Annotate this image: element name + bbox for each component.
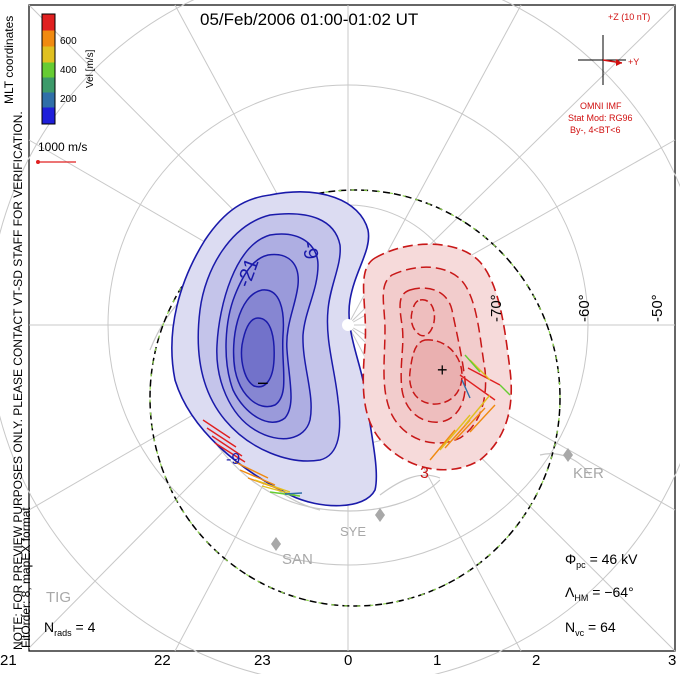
colorbar-tick-200: 200 xyxy=(60,94,77,105)
velocity-vectors xyxy=(202,354,511,497)
mlt-label-23: 23 xyxy=(254,652,271,669)
mlt-label-2: 2 xyxy=(532,652,541,669)
site-label-ker: KER xyxy=(573,465,604,482)
imf-z-label: +Z (10 nT) xyxy=(608,12,651,22)
contour-label-neg-outer: -9 xyxy=(297,239,323,262)
scale-vector-label: 1000 m/s xyxy=(38,140,88,154)
mlt-coordinates-text: MLT coordinates xyxy=(2,15,16,104)
stat-n-vc-sub: vc xyxy=(575,627,585,638)
page-title: 05/Feb/2006 01:00-01:02 UT xyxy=(200,10,419,29)
site-label-san: SAN xyxy=(282,551,313,568)
imf-dial xyxy=(578,35,626,85)
mlt-label-0: 0 xyxy=(344,652,353,669)
stat-phi-pc-sub: pc xyxy=(576,559,586,570)
stat-n-rads: Nrads = 4 xyxy=(44,620,95,638)
imf-y-label: +Y xyxy=(628,57,640,67)
colorbar-tick-400: 400 xyxy=(60,65,77,76)
potential-maximum-marker: + xyxy=(437,360,448,380)
latitude-label-60: -60° xyxy=(576,294,593,322)
mlt-label-1: 1 xyxy=(433,652,442,669)
pole-marker xyxy=(342,319,354,331)
potential-minimum-marker: − xyxy=(257,373,269,395)
imf-condition: By-, 4<BT<6 xyxy=(570,125,621,135)
contour-label-pos-lower: 3 xyxy=(420,465,429,482)
stat-n-vc-symbol: N xyxy=(565,619,576,635)
scale-vector-arrow xyxy=(36,160,76,164)
plot-frame xyxy=(28,4,676,652)
latitude-label-50: -50° xyxy=(649,294,666,322)
imf-source: OMNI IMF xyxy=(580,101,622,111)
site-label-sye: SYE xyxy=(340,524,367,539)
colorbar-tick-600: 600 xyxy=(60,36,77,47)
stat-lambda-hm: ΛHM = −64° xyxy=(565,585,634,603)
mlt-label-3: 3 xyxy=(668,652,677,669)
stat-n-vc-value: = 64 xyxy=(584,619,616,635)
stat-lambda-hm-symbol: Λ xyxy=(565,584,575,600)
stat-phi-pc: Φpc = 46 kV xyxy=(565,552,637,570)
stat-n-rads-value: = 4 xyxy=(71,619,96,635)
mlt-label-22: 22 xyxy=(154,652,171,669)
stat-lambda-hm-value: = −64° xyxy=(588,584,634,600)
stat-n-vc: Nvc = 64 xyxy=(565,620,616,638)
contour-label-neg-lower: -9 xyxy=(226,451,241,468)
velocity-colorbar xyxy=(41,13,56,125)
site-label-tig: TIG xyxy=(46,589,71,606)
colorbar-label: Vel [m/s] xyxy=(85,49,96,88)
stat-n-rads-symbol: N xyxy=(44,619,55,635)
mlt-label-21: 21 xyxy=(0,652,17,669)
stat-lambda-hm-sub: HM xyxy=(574,592,589,603)
imf-model: Stat Mod: RG96 xyxy=(568,113,633,123)
stat-phi-pc-value: = 46 kV xyxy=(585,551,638,567)
heppner-maynard-boundary xyxy=(149,189,561,607)
negative-potential-cell xyxy=(171,191,378,507)
stat-n-rads-sub: rads xyxy=(54,627,72,638)
radar-site-markers xyxy=(271,448,573,551)
fit-order-text: FitOrder: 8, mapEX format xyxy=(19,507,33,648)
positive-potential-cell xyxy=(362,243,513,471)
stat-phi-pc-symbol: Φ xyxy=(565,551,577,567)
latitude-label-70: -70° xyxy=(488,294,505,322)
